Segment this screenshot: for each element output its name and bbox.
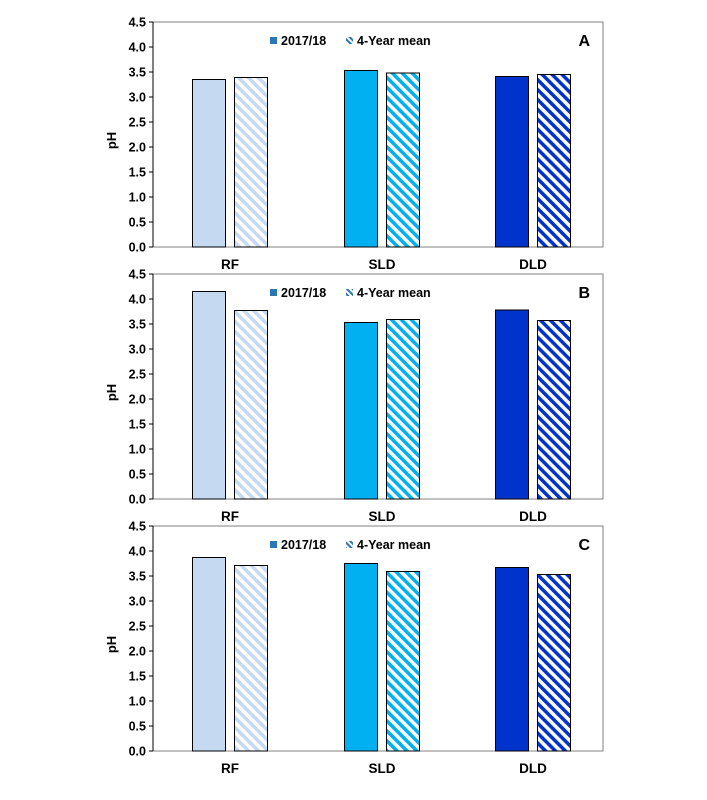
x-category-label: RF xyxy=(221,257,239,272)
y-tick-label: 3.0 xyxy=(129,595,146,609)
bar-dld-four-year-mean xyxy=(537,74,571,248)
y-tick-label: 0.0 xyxy=(129,745,146,759)
legend-swatch-solid xyxy=(270,541,277,548)
y-tick-label: 1.5 xyxy=(129,166,146,180)
legend-label: 2017/18 xyxy=(281,286,326,300)
bar-sld-four-year-mean xyxy=(386,571,420,752)
y-tick-label: 3.5 xyxy=(129,66,146,80)
y-tick-label: 4.0 xyxy=(129,545,146,559)
y-tick-label: 2.5 xyxy=(129,116,146,130)
legend-swatch-hatched xyxy=(346,289,353,296)
y-tick-label: 3.0 xyxy=(129,91,146,105)
y-tick-label: 4.5 xyxy=(129,268,146,282)
y-tick-label: 4.0 xyxy=(129,293,146,307)
bar-dld-four-year-mean xyxy=(537,574,571,752)
panel-letter: C xyxy=(578,537,590,554)
y-tick-label: 3.5 xyxy=(129,318,146,332)
legend-label: 4-Year mean xyxy=(357,538,431,552)
legend-label: 2017/18 xyxy=(281,538,326,552)
bar-rf-2017-18 xyxy=(192,291,226,500)
y-tick-label: 2.0 xyxy=(129,141,146,155)
y-tick-label: 2.0 xyxy=(129,645,146,659)
legend-swatch-solid xyxy=(270,37,277,44)
y-tick-label: 0.0 xyxy=(129,241,146,255)
bar-rf-four-year-mean xyxy=(234,565,268,752)
panel-letter: B xyxy=(578,285,590,302)
legend-label: 4-Year mean xyxy=(357,34,431,48)
bar-sld-four-year-mean xyxy=(386,72,420,248)
legend-swatch-hatched xyxy=(346,541,353,548)
y-axis-title: pH xyxy=(104,384,119,401)
y-tick-label: 1.5 xyxy=(129,418,146,432)
bar-sld-2017-18 xyxy=(344,563,378,752)
x-category-label: SLD xyxy=(369,257,396,272)
y-tick-label: 2.0 xyxy=(129,393,146,407)
y-tick-label: 4.5 xyxy=(129,16,146,30)
legend: 2017/18 4-Year mean xyxy=(270,34,431,48)
y-axis-title: pH xyxy=(104,636,119,653)
y-tick-label: 4.5 xyxy=(129,520,146,534)
legend-swatch-hatched xyxy=(346,37,353,44)
y-tick-label: 3.0 xyxy=(129,343,146,357)
legend-swatch-solid xyxy=(270,289,277,296)
bar-dld-2017-18 xyxy=(495,567,529,752)
bar-sld-four-year-mean xyxy=(386,319,420,500)
legend-label: 4-Year mean xyxy=(357,286,431,300)
bar-sld-2017-18 xyxy=(344,70,378,248)
y-tick-label: 1.5 xyxy=(129,670,146,684)
y-tick-label: 4.0 xyxy=(129,41,146,55)
x-category-label: SLD xyxy=(369,761,396,776)
chart-panel-a: 0.0 0.5 1.0 1.5 2.0 2.5 3.0 3.5 4.0 4.5 pH RF SLD DLD… xyxy=(104,16,604,272)
y-axis-title: pH xyxy=(104,132,119,149)
y-tick-label: 1.0 xyxy=(129,443,146,457)
y-tick-label: 0.5 xyxy=(129,216,146,230)
x-category-label: DLD xyxy=(519,761,547,776)
chart-panel-b: 0.0 0.5 1.0 1.5 2.0 2.5 3.0 3.5 4.0 4.5 pH RF SLD DLD… xyxy=(104,268,604,524)
x-category-label: DLD xyxy=(519,509,547,524)
y-tick-label: 0.5 xyxy=(129,468,146,482)
y-tick-label: 3.5 xyxy=(129,570,146,584)
bar-rf-2017-18 xyxy=(192,79,226,248)
bar-dld-2017-18 xyxy=(495,309,529,500)
legend-label: 2017/18 xyxy=(281,34,326,48)
y-tick-label: 1.0 xyxy=(129,191,146,205)
bar-rf-2017-18 xyxy=(192,557,226,752)
legend: 2017/18 4-Year mean xyxy=(270,538,431,552)
x-category-label: DLD xyxy=(519,257,547,272)
bar-dld-four-year-mean xyxy=(537,320,571,500)
bar-rf-four-year-mean xyxy=(234,310,268,500)
y-tick-label: 2.5 xyxy=(129,368,146,382)
bar-dld-2017-18 xyxy=(495,76,529,248)
y-tick-label: 2.5 xyxy=(129,620,146,634)
y-tick-label: 0.0 xyxy=(129,493,146,507)
x-category-label: RF xyxy=(221,509,239,524)
bar-sld-2017-18 xyxy=(344,322,378,500)
y-tick-label: 1.0 xyxy=(129,695,146,709)
bar-rf-four-year-mean xyxy=(234,77,268,248)
x-category-label: SLD xyxy=(369,509,396,524)
panel-letter: A xyxy=(578,33,590,50)
y-tick-label: 0.5 xyxy=(129,720,146,734)
chart-panel-c: 0.0 0.5 1.0 1.5 2.0 2.5 3.0 3.5 4.0 4.5 pH RF SLD DLD… xyxy=(104,520,604,776)
x-category-label: RF xyxy=(221,761,239,776)
legend: 2017/18 4-Year mean xyxy=(270,286,431,300)
